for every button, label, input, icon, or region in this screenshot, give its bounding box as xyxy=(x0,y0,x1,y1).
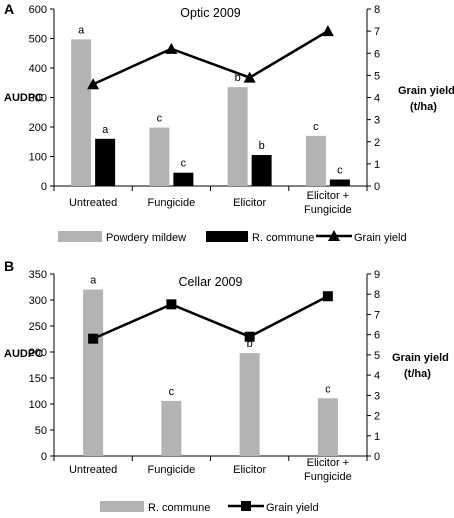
panel-a-bar-powdery-mildew xyxy=(305,135,326,186)
panel-a-y-tick-label: 100 xyxy=(29,152,47,164)
panel-b-y2-tick-label: 2 xyxy=(374,411,380,423)
panel-a-bar-r-commune xyxy=(95,138,116,186)
panel-b-y2-axis-label-unit: (t/ha) xyxy=(404,368,431,380)
panel-a-marker-grain-yield xyxy=(321,25,334,37)
panel-a-legend-label: R. commune xyxy=(252,232,314,244)
panel-b-bar-label-r-commune: c xyxy=(169,386,175,398)
panel-a-y-tick-label: 400 xyxy=(29,63,47,75)
panel-b-y-tick-label: 350 xyxy=(29,269,47,281)
panel-b-y2-tick-label: 6 xyxy=(374,330,380,342)
panel-b-bar-r-commune xyxy=(317,398,338,456)
panel-a-marker-grain-yield xyxy=(165,42,178,54)
panel-a-category-label: Untreated xyxy=(69,197,117,209)
panel-b-y-tick-label: 150 xyxy=(29,373,47,385)
panel-b-y-tick-label: 100 xyxy=(29,399,47,411)
panel-b-y-tick-label: 200 xyxy=(29,347,47,359)
panel-a-category-label: Elicitor xyxy=(233,197,266,209)
panel-b-y2-tick-label: 0 xyxy=(374,451,380,463)
panel-b-y2-tick-label: 3 xyxy=(374,390,380,402)
panel-a-y2-axis-label-unit: (t/ha) xyxy=(410,101,437,113)
panel-b-bar-r-commune xyxy=(239,353,260,456)
panel-b-y2-tick-label: 5 xyxy=(374,350,380,362)
panel-b-y-axis-label: AUDPC xyxy=(4,348,43,360)
panel-b-marker-grain-yield xyxy=(166,299,177,310)
panel-a-title: Optic 2009 xyxy=(180,6,241,20)
panel-b-y-tick-label: 250 xyxy=(29,321,47,333)
panel-a-letter: A xyxy=(4,1,14,17)
panel-a-bar-powdery-mildew xyxy=(71,39,92,187)
panel-b-bar-label-r-commune: c xyxy=(325,383,331,395)
panel-b-marker-grain-yield xyxy=(244,331,255,342)
panel-a-y2-tick-label: 7 xyxy=(374,26,380,38)
panel-a-y2-tick-label: 5 xyxy=(374,70,380,82)
panel-b-bar-label-r-commune: a xyxy=(90,275,97,287)
panel-b-y2-axis-label: Grain yield xyxy=(392,352,449,364)
panel-a-legend-label: Grain yield xyxy=(354,232,407,244)
panel-b-category-label: Elicitor + xyxy=(307,457,350,469)
panel-b-category-label: Fungicide xyxy=(148,464,196,476)
panel-a-marker-grain-yield xyxy=(87,78,100,90)
panel-a-y2-tick-label: 8 xyxy=(374,4,380,16)
panel-a-bar-r-commune xyxy=(329,179,350,186)
panel-a-y-tick-label: 200 xyxy=(29,122,47,134)
panel-a-bar-label-r-commune: c xyxy=(181,158,187,170)
panel-a-y2-tick-label: 4 xyxy=(374,93,380,105)
panel-b-y2-tick-label: 4 xyxy=(374,370,380,382)
panel-a-y-tick-label: 0 xyxy=(41,181,47,193)
panel-b-legend-marker xyxy=(241,501,251,511)
panel-a-legend-marker xyxy=(328,230,340,241)
panel-a-category-label: Fungicide xyxy=(304,204,352,216)
panel-a-bar-label-powdery-mildew: b xyxy=(235,72,241,84)
panel-a-bar-r-commune xyxy=(173,172,194,186)
panel-a-bar-label-powdery-mildew: a xyxy=(78,24,85,36)
panel-b-bar-r-commune xyxy=(83,289,104,456)
panel-a-bar-label-powdery-mildew: c xyxy=(157,113,163,125)
panel-a-y-tick-label: 600 xyxy=(29,4,47,16)
panel-a-y-axis-label: AUDPC xyxy=(4,92,43,104)
panel-b-y-tick-label: 0 xyxy=(41,451,47,463)
panel-a-bar-label-r-commune: c xyxy=(337,165,343,177)
panel-b-bar-label-r-commune: b xyxy=(247,338,253,350)
panel-a-y-tick-label: 300 xyxy=(29,93,47,105)
panel-a-bar-powdery-mildew xyxy=(227,87,248,186)
panel-a-marker-grain-yield xyxy=(243,71,256,83)
panel-a-y2-tick-label: 6 xyxy=(374,48,380,60)
panel-b-y2-tick-label: 1 xyxy=(374,431,380,443)
panel-a-bar-label-r-commune: a xyxy=(102,124,109,136)
panel-b-y2-tick-label: 9 xyxy=(374,269,380,281)
panel-b-legend-swatch xyxy=(100,501,144,512)
panel-a-y2-tick-label: 3 xyxy=(374,115,380,127)
panel-b-legend-label: R. commune xyxy=(148,502,210,514)
panel-a-y2-axis-label: Grain yield xyxy=(398,85,454,97)
panel-a-legend-swatch xyxy=(58,231,102,242)
panel-b-marker-grain-yield xyxy=(88,333,99,344)
panel-a-legend-label: Powdery mildew xyxy=(106,232,186,244)
panel-b-y2-tick-label: 8 xyxy=(374,289,380,301)
panel-b-y-tick-label: 50 xyxy=(35,425,47,437)
panel-a-category-label: Fungicide xyxy=(148,197,196,209)
panel-a-y-tick-label: 500 xyxy=(29,34,47,46)
panel-b-y2-tick-label: 7 xyxy=(374,309,380,321)
panel-a-bar-label-powdery-mildew: c xyxy=(313,121,319,133)
panel-a-y2-tick-label: 2 xyxy=(374,137,380,149)
panel-b-category-label: Fungicide xyxy=(304,471,352,483)
panel-a-bar-label-r-commune: b xyxy=(259,140,265,152)
panel-a-line-grain-yield xyxy=(92,30,329,86)
panel-a-bar-powdery-mildew xyxy=(149,127,170,186)
panel-b-marker-grain-yield xyxy=(322,291,333,302)
panel-a-legend-swatch xyxy=(206,231,248,242)
panel-a-y2-tick-label: 1 xyxy=(374,159,380,171)
panel-b-title: Cellar 2009 xyxy=(179,275,243,289)
panel-b-legend-label: Grain yield xyxy=(266,502,319,514)
panel-b-letter: B xyxy=(4,258,14,274)
panel-b-category-label: Untreated xyxy=(69,464,117,476)
panel-a-category-label: Elicitor + xyxy=(307,190,350,202)
panel-a-bar-r-commune xyxy=(251,155,272,186)
panel-b-line-grain-yield xyxy=(92,295,329,340)
panel-b-y-tick-label: 300 xyxy=(29,295,47,307)
panel-a-y2-tick-label: 0 xyxy=(374,181,380,193)
panel-b-bar-r-commune xyxy=(161,400,182,456)
panel-b-category-label: Elicitor xyxy=(233,464,266,476)
